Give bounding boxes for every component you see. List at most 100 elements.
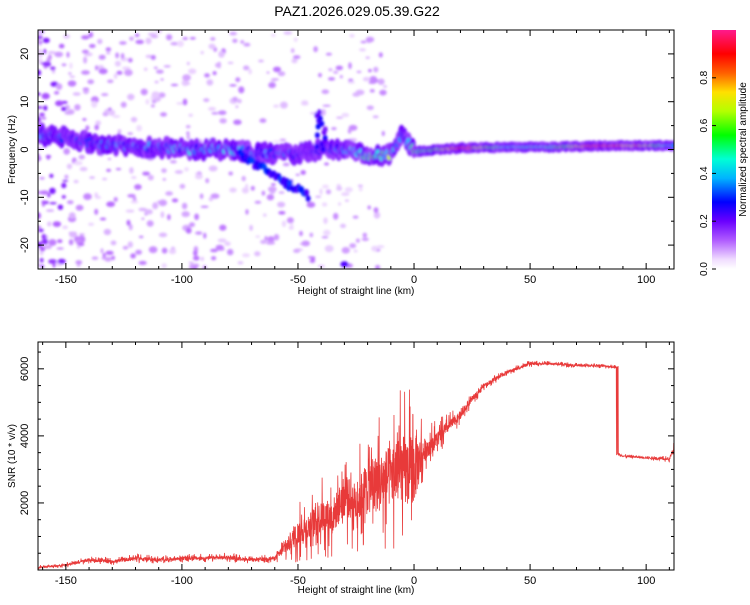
- spectrogram-noise-blob: [260, 239, 267, 244]
- spectrogram-noise-blob: [122, 245, 129, 250]
- spectrogram-noise-blob: [341, 192, 350, 197]
- spectrogram-noise-blob: [54, 51, 64, 58]
- spectrogram-noise-blob: [38, 92, 41, 96]
- spectrogram-noise-blob: [174, 170, 183, 174]
- spectrogram-noise-blob: [55, 83, 63, 90]
- spectrogram-noise-blob: [39, 251, 44, 256]
- spectrogram-noise-blob: [166, 34, 173, 41]
- spectrogram-noise-blob: [378, 52, 383, 58]
- spectrogram-noise-blob: [69, 62, 73, 69]
- spectrogram-noise-blob: [88, 31, 94, 38]
- spectrogram-noise-blob: [135, 39, 144, 45]
- spectrogram-noise-blob: [38, 41, 43, 44]
- spectrogram-noise-blob: [347, 128, 352, 134]
- spectrogram-noise-blob: [286, 217, 294, 224]
- spectrogram-noise-blob: [240, 40, 245, 44]
- spectrogram-noise-blob: [127, 132, 133, 136]
- y-tick-label: 6000: [19, 357, 31, 381]
- spectrogram-noise-blob: [192, 266, 198, 269]
- spectrogram-noise-blob: [131, 176, 137, 179]
- spectrogram-noise-blob: [76, 245, 81, 249]
- spectrogram-noise-blob: [154, 80, 159, 84]
- y-tick-label: 10: [19, 96, 31, 108]
- spectrogram-noise-blob: [185, 227, 192, 234]
- spectrogram-noise-blob: [105, 250, 114, 255]
- spectrogram-noise-blob: [200, 256, 204, 261]
- spectrogram-noise-blob: [243, 65, 250, 71]
- spectrogram-noise-blob: [47, 221, 52, 227]
- ridge-streak: [316, 109, 322, 116]
- x-tick-label: -50: [290, 575, 306, 587]
- spectrogram-noise-blob: [322, 104, 331, 107]
- ridge-core: [670, 143, 674, 148]
- x-tick-label: -100: [171, 274, 193, 286]
- spectrogram-noise-blob: [150, 104, 155, 108]
- spectrogram-noise-blob: [339, 75, 343, 79]
- colorbar-tick-label: 0.0: [699, 262, 710, 276]
- spectrogram-noise-blob: [121, 66, 131, 70]
- spectrogram-noise-blob: [315, 195, 322, 198]
- spectrogram-noise-blob: [237, 98, 242, 104]
- spectrogram-noise-blob: [195, 174, 203, 180]
- spectrogram-noise-blob: [341, 112, 350, 118]
- spectrogram-noise-blob: [161, 168, 167, 174]
- spectrogram-noise-blob: [124, 69, 133, 76]
- spectrogram-noise-blob: [291, 58, 298, 64]
- spectrogram-noise-blob: [372, 115, 379, 119]
- spectrogram-noise-blob: [112, 115, 121, 118]
- spectrogram-noise-blob: [205, 178, 210, 184]
- spectrogram-noise-blob: [194, 213, 200, 221]
- y-tick-label: -20: [19, 237, 31, 253]
- spectrogram-noise-blob: [67, 80, 77, 87]
- ridge-streak: [322, 126, 328, 133]
- colorbar-gradient: [712, 30, 736, 269]
- spectrogram-noise-blob: [282, 162, 290, 167]
- spectrogram-noise-blob: [57, 239, 63, 244]
- spectrogram-noise-blob: [347, 81, 355, 84]
- spectrogram-noise-blob: [110, 240, 117, 246]
- spectrogram-noise-blob: [38, 212, 41, 220]
- spectrogram-noise-blob: [147, 174, 154, 181]
- spectrogram-noise-blob: [39, 177, 45, 180]
- spectrogram-noise-blob: [242, 253, 250, 258]
- spectrogram-low-blob: [340, 261, 349, 268]
- spectrogram-noise-blob: [38, 116, 42, 123]
- x-tick-label: -150: [55, 274, 77, 286]
- spectrogram-noise-blob: [85, 125, 90, 131]
- spectrogram-noise-blob: [143, 67, 148, 72]
- spectrogram-noise-blob: [208, 107, 216, 111]
- spectrogram-noise-blob: [293, 248, 301, 253]
- spectrogram-noise-blob: [202, 264, 207, 269]
- spectrogram-noise-blob: [63, 34, 70, 39]
- spectrogram-noise-blob: [272, 140, 281, 143]
- spectrogram-noise-blob: [367, 205, 371, 210]
- y-tick-label: 2000: [19, 491, 31, 515]
- spectrogram-noise-blob: [138, 260, 147, 265]
- spectrogram-noise-blob: [299, 230, 303, 237]
- spectrogram-noise-blob: [146, 220, 154, 227]
- spectrogram-noise-blob: [278, 211, 286, 215]
- spectrogram-noise-blob: [290, 222, 294, 229]
- spectrogram-noise-blob: [243, 42, 251, 47]
- x-tick-label: 0: [411, 274, 417, 286]
- spectrogram-noise-blob: [41, 92, 50, 100]
- spectrogram-noise-blob: [77, 242, 85, 247]
- spectrogram-noise-blob: [55, 100, 64, 107]
- spectrogram-noise-blob: [150, 55, 156, 60]
- spectrogram-noise-blob: [188, 68, 197, 75]
- spectrogram-noise-blob: [39, 257, 44, 263]
- spectrogram-noise-blob: [46, 57, 51, 63]
- x-tick-label: 50: [524, 274, 536, 286]
- spectrogram-noise-blob: [208, 197, 213, 202]
- spectrogram-noise-blob: [78, 154, 86, 160]
- spectrogram-noise-blob: [245, 209, 249, 215]
- spectrogram-noise-blob: [210, 193, 220, 199]
- spectrogram-noise-blob: [38, 58, 43, 63]
- spectrogram-noise-blob: [211, 256, 217, 261]
- spectrogram-noise-blob: [321, 109, 326, 116]
- spectrogram-noise-blob: [273, 104, 279, 108]
- spectrogram-noise-blob: [266, 241, 276, 245]
- spectrogram-noise-blob: [356, 70, 362, 74]
- spectrogram-noise-blob: [195, 231, 203, 235]
- spectrogram-noise-blob: [42, 238, 48, 245]
